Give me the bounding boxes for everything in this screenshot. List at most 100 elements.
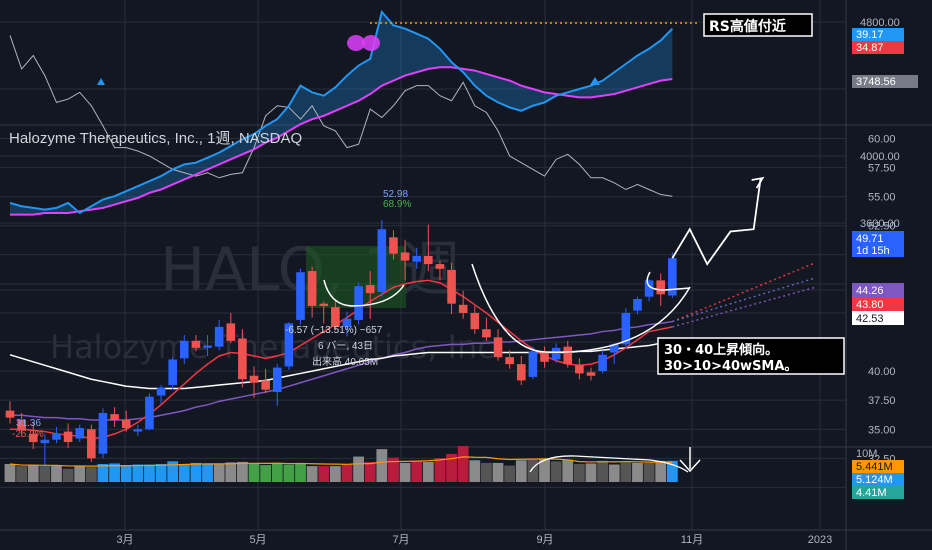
- volume-bar: [364, 461, 376, 482]
- low-price-label: 31.36: [16, 418, 41, 429]
- sma10-projection: [672, 262, 816, 323]
- volume-bar: [481, 462, 492, 482]
- candle-body: [493, 337, 503, 358]
- volume-bar: [109, 463, 120, 482]
- sma10-badge: [852, 297, 904, 311]
- volume-bar: [597, 460, 609, 482]
- x-tick-label: 7月: [392, 534, 409, 546]
- volume-bar: [341, 463, 353, 482]
- volume-bar: [144, 464, 155, 482]
- candle-body: [63, 431, 73, 443]
- candle-body: [505, 357, 514, 365]
- candle-body: [563, 346, 573, 365]
- peak-price-label: 52.98: [383, 189, 408, 200]
- volume-bar: [620, 462, 632, 482]
- sma10-text: 43.80: [856, 299, 884, 311]
- volume-arrow-head: [679, 459, 701, 473]
- y-tick-label: 40.00: [868, 366, 896, 378]
- candle-body: [342, 318, 352, 327]
- candle-body: [470, 312, 480, 330]
- candle-body: [110, 414, 119, 420]
- candle-body: [226, 323, 236, 341]
- sma40-text: 42.53: [856, 313, 884, 325]
- candle-body: [156, 387, 166, 396]
- trend-note-line2: 30>10>40wSMA。: [664, 359, 797, 374]
- rs-marker-circle: [362, 35, 380, 51]
- candle-body: [284, 323, 294, 367]
- y-tick-label: 55.00: [868, 192, 896, 204]
- volume-bar: [457, 445, 469, 482]
- candle-body: [389, 237, 398, 254]
- volume-bar: [213, 464, 225, 482]
- volume-bar: [573, 463, 585, 482]
- candle-body: [214, 326, 224, 347]
- volume-bar: [434, 458, 446, 482]
- y-axis: 60.0057.5055.0052.5040.0037.5035.0032.50…: [856, 17, 900, 494]
- volume-bar: [4, 463, 16, 482]
- volume-bar: [178, 464, 190, 482]
- rs-line: [9, 9, 674, 215]
- candle-body: [365, 285, 375, 294]
- candle-body: [644, 280, 654, 297]
- x-axis: 3月 5月 7月 9月 11月 2023: [116, 534, 832, 546]
- x-tick-label: 11月: [681, 534, 703, 546]
- volume-bar: [27, 465, 39, 482]
- candle-body: [145, 396, 154, 430]
- volume-bar: [515, 460, 527, 482]
- x-tick-label: 5月: [249, 534, 266, 546]
- candle-body: [575, 365, 584, 374]
- candle-body: [98, 412, 108, 454]
- candle-body: [191, 340, 201, 348]
- cup-handle-curve: [646, 271, 691, 291]
- last-price-text: 49.71: [856, 233, 884, 245]
- candle-body: [238, 338, 247, 380]
- volume-bar: [74, 466, 86, 482]
- peak-pct-label: 68.9%: [383, 199, 411, 210]
- volume-bar: [655, 460, 667, 482]
- volume-bar: [666, 460, 678, 482]
- volume-ma-line: [9, 456, 673, 467]
- volume-bar: [527, 459, 539, 482]
- volume-bar: [260, 465, 272, 482]
- rs-index-line: [9, 35, 673, 197]
- vol-b-badge: [852, 486, 904, 499]
- volume-bar: [422, 461, 434, 482]
- candle-body: [331, 307, 340, 327]
- vol-b-text: 4.41M: [856, 487, 887, 499]
- candle-body: [482, 329, 491, 338]
- candle-body: [540, 352, 549, 362]
- measure-change-label: -6.57 (−13.51%) −657: [285, 325, 383, 336]
- candle-body: [296, 272, 305, 320]
- y-tick-label: 60.00: [868, 134, 896, 146]
- rs-ma-badge: [852, 41, 904, 54]
- volume-bar: [155, 463, 167, 482]
- candle-body: [87, 429, 96, 459]
- cup-curve: [471, 263, 691, 353]
- volume-bar: [39, 466, 51, 482]
- candle-body: [458, 304, 468, 313]
- countdown-text: 1d 15h: [856, 245, 890, 257]
- volume-bar: [608, 464, 620, 482]
- y-tick-label: 35.00: [868, 424, 896, 436]
- candle-body: [528, 351, 538, 377]
- rs-pane: [9, 9, 674, 216]
- volume-bar: [202, 463, 213, 482]
- projection-path: [671, 177, 762, 266]
- candle-body: [656, 280, 666, 295]
- sma30-badge: [852, 283, 904, 297]
- candle-body: [40, 439, 50, 444]
- candle-body: [319, 303, 329, 306]
- candle-body: [5, 410, 15, 418]
- candle-body: [28, 433, 38, 443]
- rs-index-text: 3748.56: [856, 76, 896, 88]
- y-tick-label: 52.50: [868, 221, 896, 233]
- vol-a-text: 5.124M: [856, 474, 893, 486]
- rs-high-note: [703, 13, 813, 37]
- candle-body: [272, 367, 282, 393]
- rs-tick-label: 4800.00: [860, 17, 900, 29]
- rs-high-note-text: RS高値付近: [709, 18, 786, 35]
- candle-body: [447, 269, 456, 304]
- candle-body: [203, 345, 212, 348]
- candle-body: [633, 298, 642, 311]
